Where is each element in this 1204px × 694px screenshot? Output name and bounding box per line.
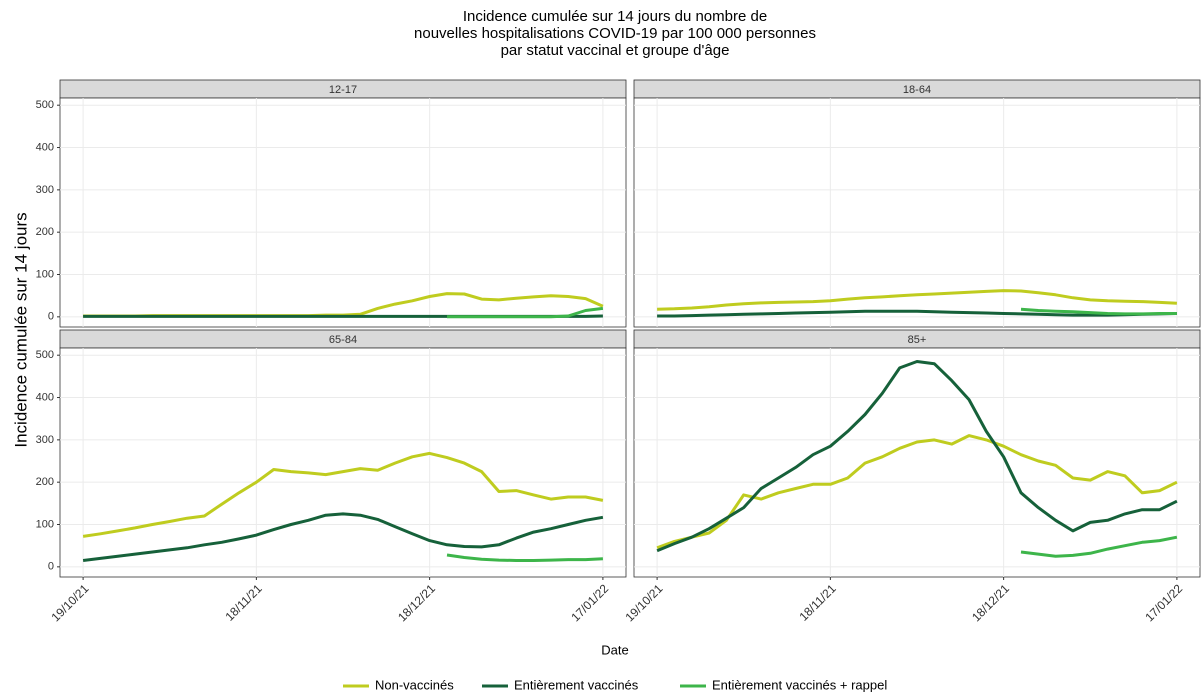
panel [633, 347, 1201, 578]
y-tick-label: 400 [36, 141, 54, 153]
legend-label: Entièrement vaccinés [514, 677, 639, 692]
x-tick-label: 19/10/21 [623, 581, 666, 624]
series-line [1020, 307, 1177, 316]
x-tick-label: 18/12/21 [395, 581, 438, 624]
series-line [1020, 535, 1178, 558]
x-tick-label: 17/01/22 [568, 581, 611, 624]
panel [59, 97, 627, 328]
y-tick-label: 100 [36, 268, 54, 280]
x-tick-label: 18/11/21 [796, 581, 839, 624]
y-tick-label: 300 [36, 434, 54, 446]
x-tick-label: 17/01/22 [1142, 581, 1185, 624]
panel-title: 12-17 [329, 84, 357, 96]
chart-title: Incidence cumulée sur 14 jours du nombre… [463, 8, 767, 25]
x-tick-label: 19/10/21 [49, 581, 92, 624]
series-line [447, 306, 604, 319]
panel [59, 347, 627, 578]
legend-label: Entièrement vaccinés + rappel [712, 677, 887, 692]
y-tick-label: 0 [48, 561, 54, 573]
series-line [82, 451, 604, 538]
series-line [446, 553, 603, 562]
y-tick-label: 100 [36, 518, 54, 530]
x-tick-label: 18/11/21 [222, 581, 265, 624]
y-axis-label: Incidence cumulée sur 14 jours [11, 212, 30, 447]
chart-title: nouvelles hospitalisations COVID-19 par … [414, 25, 816, 42]
legend-label: Non-vaccinés [375, 677, 454, 692]
panel [633, 97, 1201, 328]
y-tick-label: 200 [36, 476, 54, 488]
y-tick-label: 400 [36, 391, 54, 403]
x-tick-label: 18/12/21 [969, 581, 1012, 624]
y-tick-label: 200 [36, 226, 54, 238]
series-line [656, 360, 1178, 553]
panel-title: 18-64 [903, 84, 931, 96]
x-axis-label: Date [601, 642, 628, 657]
panel-title: 65-84 [329, 334, 357, 346]
panel-title: 85+ [908, 334, 927, 346]
series-line [82, 512, 604, 562]
chart-title: par statut vaccinal et groupe d'âge [501, 42, 730, 59]
y-tick-label: 300 [36, 184, 54, 196]
series-line [657, 309, 1177, 318]
y-tick-label: 500 [36, 99, 54, 111]
y-tick-label: 500 [36, 349, 54, 361]
series-line [656, 434, 1178, 550]
y-tick-label: 0 [48, 311, 54, 323]
series-line [657, 289, 1177, 311]
